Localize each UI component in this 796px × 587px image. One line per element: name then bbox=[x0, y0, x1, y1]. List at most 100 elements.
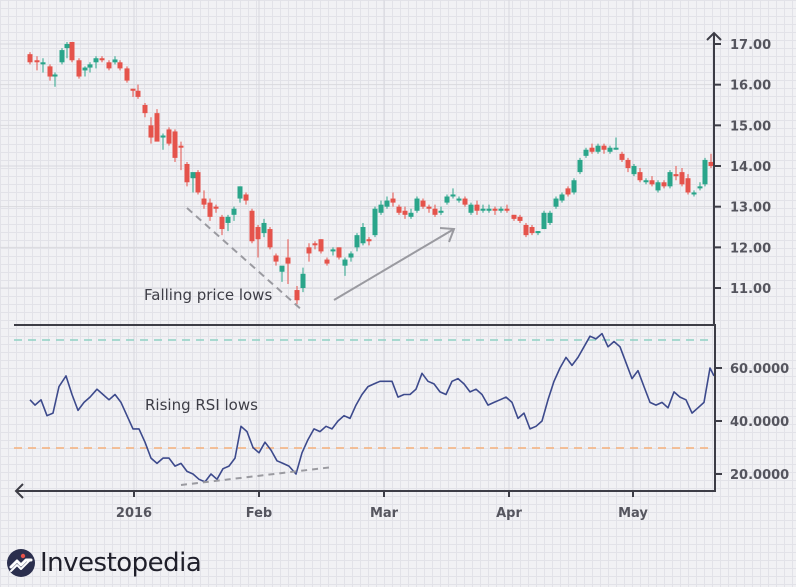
rsi-annotation: Rising RSI lows bbox=[145, 396, 258, 414]
candle bbox=[384, 196, 390, 209]
candle bbox=[613, 137, 619, 150]
candle bbox=[702, 157, 708, 187]
candle bbox=[577, 157, 583, 175]
candle bbox=[595, 143, 601, 154]
candle bbox=[87, 62, 93, 73]
candle bbox=[607, 145, 613, 154]
candle bbox=[372, 206, 378, 238]
candle bbox=[195, 170, 201, 195]
candle bbox=[667, 170, 673, 189]
candle bbox=[450, 188, 456, 199]
candle bbox=[480, 204, 486, 213]
x-tick-label: Feb bbox=[246, 506, 272, 521]
candle bbox=[124, 66, 130, 83]
candle bbox=[559, 192, 565, 203]
rsi-tick-label: 60.0000 bbox=[730, 362, 789, 377]
brand-name: Investopedia bbox=[40, 548, 202, 578]
candle bbox=[342, 257, 348, 276]
candle bbox=[396, 204, 402, 215]
price-tick-label: 14.00 bbox=[730, 160, 771, 175]
x-tick-label: 2016 bbox=[116, 506, 152, 521]
rising-rsi-lows-trendline bbox=[180, 466, 334, 486]
candle bbox=[378, 200, 384, 215]
candle bbox=[99, 56, 105, 63]
candle bbox=[529, 224, 535, 236]
price-tick-label: 16.00 bbox=[730, 79, 771, 94]
candle bbox=[661, 180, 667, 189]
candle bbox=[213, 204, 219, 213]
investopedia-logo-icon bbox=[7, 549, 35, 577]
candle bbox=[673, 166, 679, 181]
candle bbox=[517, 214, 523, 223]
price-tick-label: 13.00 bbox=[730, 201, 771, 216]
candle bbox=[360, 222, 366, 246]
candle bbox=[300, 267, 306, 293]
candlestick-series bbox=[27, 41, 714, 305]
candle bbox=[330, 247, 336, 256]
candle bbox=[601, 143, 607, 154]
candle bbox=[535, 231, 541, 236]
candle bbox=[571, 178, 577, 195]
x-axis: 2016 Feb Mar Apr May bbox=[14, 483, 716, 521]
candle bbox=[708, 153, 714, 169]
candle bbox=[279, 265, 285, 282]
candle bbox=[565, 186, 571, 197]
candle bbox=[106, 60, 112, 71]
candle bbox=[273, 253, 279, 266]
candle bbox=[166, 127, 172, 146]
candle bbox=[541, 210, 547, 230]
candle bbox=[474, 200, 480, 215]
candle bbox=[492, 206, 498, 215]
candle bbox=[52, 72, 58, 87]
candle bbox=[40, 58, 46, 73]
rsi-y-axis: 60.0000 40.0000 20.0000 bbox=[714, 325, 789, 491]
candle bbox=[631, 163, 637, 177]
candle bbox=[679, 168, 685, 187]
candle bbox=[225, 214, 231, 232]
brand-logo: Investopedia bbox=[6, 548, 202, 578]
candle bbox=[456, 196, 462, 203]
candle bbox=[243, 192, 249, 205]
candle bbox=[697, 182, 703, 191]
candle bbox=[190, 172, 196, 193]
falling-lows-trendline bbox=[186, 207, 304, 312]
candle bbox=[691, 190, 697, 197]
price-tick-label: 11.00 bbox=[730, 282, 771, 297]
rsi-tick-label: 40.0000 bbox=[730, 415, 789, 430]
candle bbox=[426, 204, 432, 213]
candle bbox=[184, 161, 190, 187]
axis-arrow-left-icon bbox=[14, 483, 24, 499]
candle bbox=[154, 109, 160, 142]
price-tick-label: 17.00 bbox=[730, 38, 771, 53]
candle bbox=[414, 196, 420, 213]
candle bbox=[468, 202, 474, 215]
candle bbox=[261, 218, 267, 238]
candle bbox=[318, 239, 324, 254]
candle bbox=[47, 64, 53, 81]
candle bbox=[402, 206, 408, 219]
candle bbox=[64, 41, 70, 59]
candle bbox=[201, 190, 207, 209]
candle bbox=[148, 117, 154, 144]
candle bbox=[160, 133, 166, 150]
candle bbox=[462, 196, 468, 207]
candle bbox=[306, 243, 312, 262]
candle bbox=[82, 66, 88, 77]
candle bbox=[685, 174, 691, 195]
candle bbox=[172, 129, 178, 162]
candle bbox=[589, 143, 595, 154]
x-tick-label: Apr bbox=[496, 506, 522, 521]
candle bbox=[438, 206, 444, 215]
candle bbox=[324, 257, 330, 266]
candle bbox=[93, 56, 99, 69]
candle bbox=[112, 56, 118, 65]
rsi-line bbox=[29, 332, 715, 483]
candle bbox=[420, 198, 426, 209]
candle bbox=[553, 196, 559, 209]
candle bbox=[178, 141, 184, 171]
candle bbox=[312, 241, 318, 250]
candle bbox=[498, 206, 504, 213]
candle bbox=[354, 233, 360, 252]
